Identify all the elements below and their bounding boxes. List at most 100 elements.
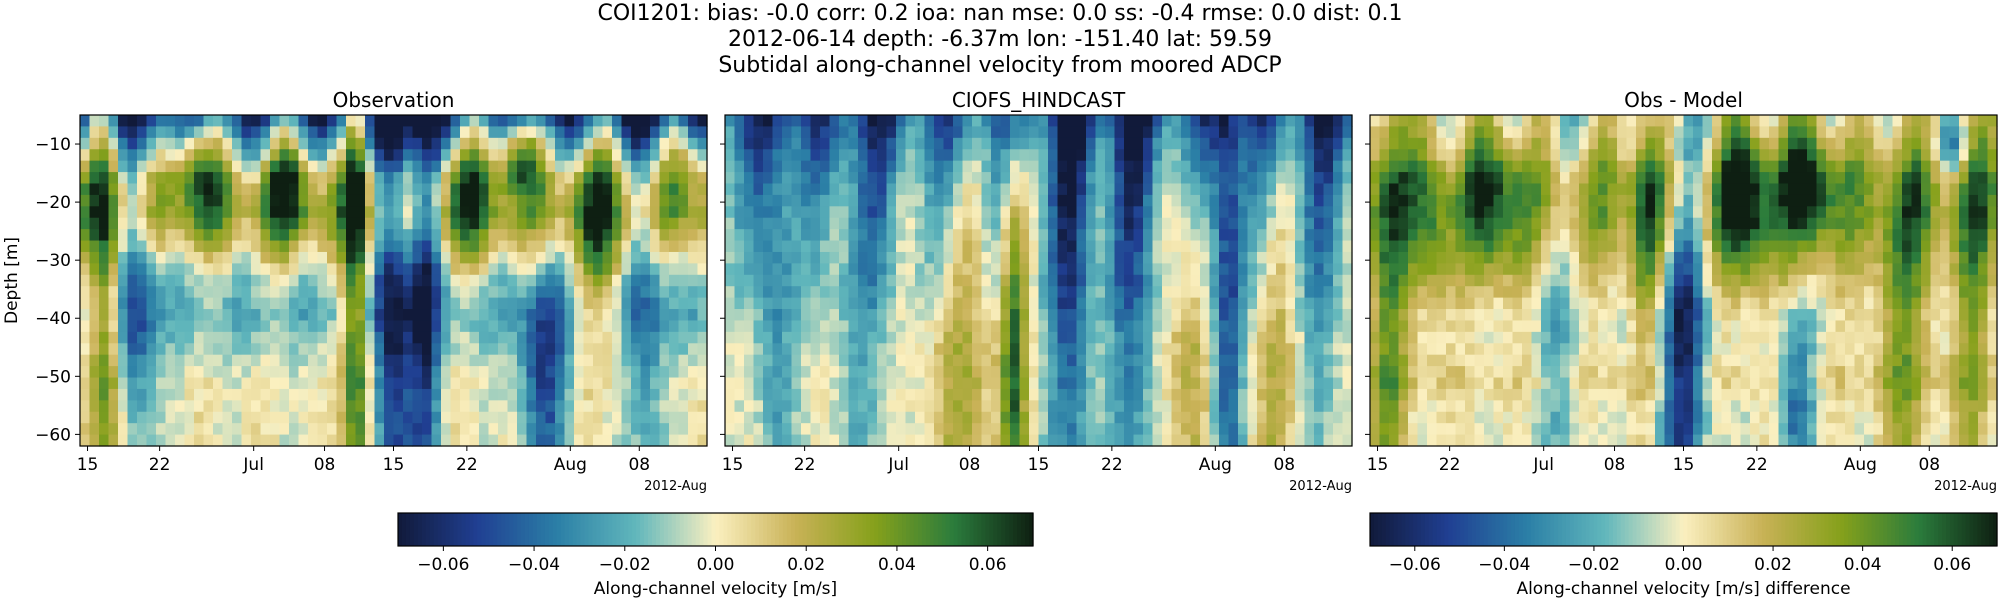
heatmap-cell [678,423,689,436]
heatmap-cell [479,388,490,401]
heatmap-cell [1674,286,1685,299]
heatmap-cell [270,126,281,139]
heatmap-cell [1370,274,1381,287]
heatmap-cell [308,434,319,447]
heatmap-cell [839,286,850,299]
heatmap-cell [1693,411,1704,424]
heatmap-cell [1560,331,1571,344]
heatmap-cell [1019,160,1030,173]
heatmap-cell [744,434,755,447]
heatmap-cell [593,320,604,333]
heatmap-cell [165,172,176,185]
heatmap-cell [1370,411,1381,424]
heatmap-cell [1285,388,1296,401]
heatmap-cell [498,206,509,219]
heatmap-cell [1219,343,1230,356]
heatmap-cell [1721,377,1732,390]
heatmap-cell [1228,217,1239,230]
heatmap-cell [1617,320,1628,333]
heatmap-cell [962,251,973,264]
heatmap-cell [991,115,1002,128]
heatmap-cell [336,320,347,333]
heatmap-cell [1257,194,1268,207]
heatmap-cell [1522,115,1533,128]
heatmap-cell [810,343,821,356]
heatmap-cell [1721,366,1732,379]
heatmap-cell [165,400,176,413]
heatmap-cell [479,137,490,150]
heatmap-cell [772,331,783,344]
heatmap-cell [1712,388,1723,401]
heatmap-cell [99,229,110,242]
heatmap-cell [1057,434,1068,447]
heatmap-cell [1541,251,1552,264]
heatmap-cell [1493,411,1504,424]
heatmap-cell [1721,343,1732,356]
heatmap-cell [1247,240,1258,253]
heatmap-cell [203,343,214,356]
heatmap-cell [355,366,366,379]
heatmap-cell [640,343,651,356]
heatmap-cell [165,320,176,333]
heatmap-cell [1607,183,1618,196]
heatmap-cell [1598,172,1609,185]
heatmap-cell [1598,115,1609,128]
heatmap-cell [688,343,699,356]
heatmap-cell [829,274,840,287]
heatmap-cell [241,137,252,150]
heatmap-cell [905,297,916,310]
heatmap-cell [1484,343,1495,356]
heatmap-cell [1389,126,1400,139]
heatmap-cell [251,366,262,379]
heatmap-cell [1512,194,1523,207]
heatmap-cell [80,160,91,173]
heatmap-cell [669,366,680,379]
heatmap-cell [753,172,764,185]
heatmap-cell [688,286,699,299]
heatmap-cell [317,217,328,230]
heatmap-cell [526,194,537,207]
heatmap-cell [593,423,604,436]
heatmap-cell [1143,434,1154,447]
heatmap-cell [517,343,528,356]
heatmap-cell [791,229,802,242]
heatmap-cell [697,423,708,436]
heatmap-cell [355,400,366,413]
heatmap-cell [1721,423,1732,436]
heatmap-cell [669,240,680,253]
heatmap-cell [184,388,195,401]
heatmap-cell [422,251,433,264]
heatmap-cell [365,343,376,356]
heatmap-cell [365,172,376,185]
heatmap-cell [1370,400,1381,413]
heatmap-cell [1465,297,1476,310]
heatmap-cell [384,354,395,367]
heatmap-cell [469,194,480,207]
heatmap-cell [526,297,537,310]
heatmap-cell [251,309,262,322]
heatmap-cell [118,217,129,230]
heatmap-cell [1048,286,1059,299]
heatmap-cell [422,194,433,207]
heatmap-cell [365,400,376,413]
heatmap-cell [403,320,414,333]
heatmap-cell [1683,354,1694,367]
heatmap-cell [1379,400,1390,413]
heatmap-cell [1000,411,1011,424]
heatmap-cell [1219,423,1230,436]
heatmap-cell [165,434,176,447]
heatmap-cell [222,331,233,344]
heatmap-cell [393,251,404,264]
heatmap-cell [602,331,613,344]
heatmap-cell [1190,286,1201,299]
heatmap-cell [602,274,613,287]
heatmap-cell [1655,354,1666,367]
heatmap-cell [1228,137,1239,150]
heatmap-cell [991,366,1002,379]
heatmap-cell [640,115,651,128]
heatmap-cell [1379,251,1390,264]
heatmap-cell [1181,297,1192,310]
heatmap-cell [631,251,642,264]
heatmap-cell [146,320,157,333]
heatmap-cell [1342,343,1353,356]
